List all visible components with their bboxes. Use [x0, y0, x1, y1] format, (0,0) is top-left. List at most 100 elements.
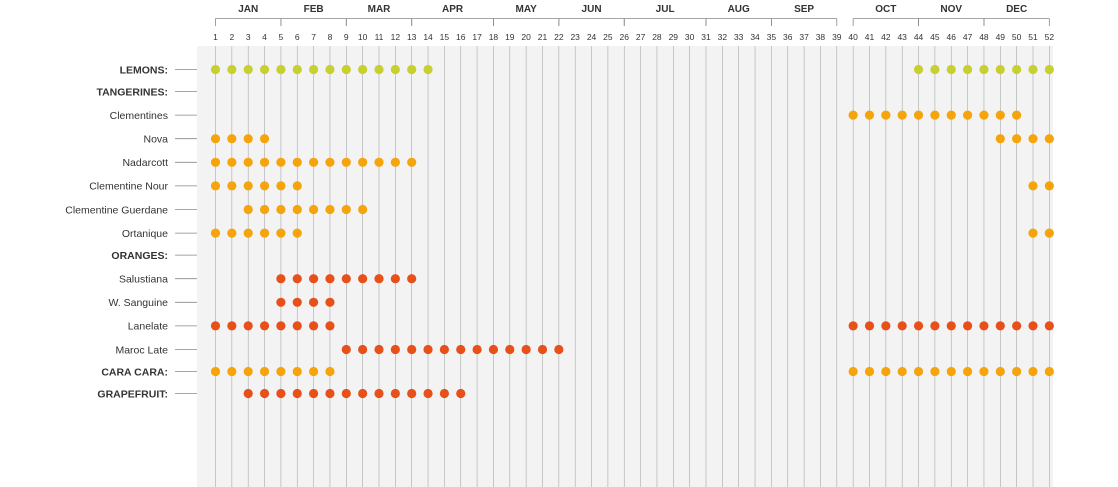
row-clementine-guerdane: Clementine Guerdane	[65, 204, 197, 216]
row-label: TANGERINES:	[96, 86, 168, 98]
week-label-31: 31	[701, 32, 711, 42]
row-label: Clementine Guerdane	[65, 204, 168, 216]
dot-nova-week-2	[227, 134, 237, 144]
dot-grapefruit-week-4	[259, 388, 270, 399]
month-mar: MAR	[345, 4, 413, 26]
dot-lanelate-week-2	[227, 321, 237, 331]
dot-cara-cara-week-46	[946, 366, 956, 377]
dot-lanelate-week-42	[881, 321, 891, 331]
dot-nova-week-49	[995, 134, 1005, 144]
row-tangerines: TANGERINES:	[96, 86, 197, 98]
week-label-36: 36	[783, 32, 793, 42]
dot-cara-cara-week-49	[995, 366, 1005, 377]
dot-clementine-nour-week-2	[227, 181, 237, 191]
dot-nova-week-4	[259, 134, 270, 144]
dot-nadarcott-week-3	[243, 157, 253, 167]
dot-clementines-week-44	[913, 110, 924, 120]
dot-clementine-nour-week-4	[259, 181, 270, 191]
week-label-17: 17	[472, 32, 482, 42]
dot-w-sanguine-week-7	[309, 297, 319, 307]
dot-lanelate-week-52	[1044, 321, 1054, 331]
dot-cara-cara-week-45	[930, 366, 940, 377]
dot-ortanique-week-52	[1044, 228, 1054, 238]
dot-salustiana-week-11	[374, 274, 384, 284]
dot-nova-week-52	[1044, 134, 1054, 144]
dot-lanelate-week-5	[276, 321, 286, 331]
dot-cara-cara-week-51	[1028, 366, 1038, 377]
dot-lemons-week-7	[309, 64, 319, 75]
row-nadarcott: Nadarcott	[122, 157, 197, 169]
week-label-10: 10	[358, 32, 368, 42]
dot-maroc-late-week-13	[407, 344, 417, 355]
dot-lanelate-week-7	[309, 321, 319, 331]
dot-lanelate-week-45	[930, 321, 940, 331]
month-sep: SEP	[771, 4, 838, 26]
dot-lemons-week-10	[358, 64, 368, 75]
row-w-sanguine: W. Sanguine	[108, 297, 197, 309]
dot-clementines-week-41	[864, 110, 875, 120]
dot-lemons-week-48	[979, 64, 989, 75]
week-label-7: 7	[311, 32, 316, 42]
week-label-33: 33	[734, 32, 744, 42]
dot-maroc-late-week-10	[358, 344, 368, 355]
dot-clementine-nour-week-6	[292, 181, 302, 191]
dot-clementines-week-42	[881, 110, 891, 120]
dot-lemons-week-51	[1028, 64, 1038, 75]
week-label-42: 42	[881, 32, 891, 42]
dot-cara-cara-week-4	[259, 366, 270, 377]
dot-lanelate-week-48	[979, 321, 989, 331]
dot-clementine-guerdane-week-8	[325, 204, 335, 215]
dot-lemons-week-3	[243, 64, 253, 75]
week-label-12: 12	[391, 32, 401, 42]
dot-ortanique-week-51	[1028, 228, 1038, 238]
dot-nadarcott-week-13	[407, 157, 417, 167]
dot-lemons-week-47	[963, 64, 973, 75]
week-label-44: 44	[914, 32, 924, 42]
dot-ortanique-week-6	[292, 228, 302, 238]
row-lemons: LEMONS:	[120, 64, 197, 76]
week-label-50: 50	[1012, 32, 1022, 42]
row-labels: LEMONS: TANGERINES: Clementines Nova Nadarco…	[65, 64, 197, 400]
week-label-37: 37	[799, 32, 809, 42]
week-grid-lines	[215, 46, 1050, 487]
dot-cara-cara-week-42	[881, 366, 891, 377]
month-may: MAY	[493, 4, 560, 26]
row-label: GRAPEFRUIT:	[97, 388, 168, 400]
dot-grapefruit-week-7	[309, 388, 319, 399]
week-label-51: 51	[1028, 32, 1038, 42]
dot-clementine-guerdane-week-3	[243, 204, 253, 215]
dot-lanelate-week-8	[325, 321, 335, 331]
row-label: LEMONS:	[120, 64, 168, 76]
dot-cara-cara-week-52	[1044, 366, 1054, 377]
month-apr: APR	[411, 4, 494, 26]
dot-ortanique-week-3	[243, 228, 253, 238]
month-dec: DEC	[983, 4, 1050, 26]
dot-lemons-week-46	[946, 64, 956, 75]
dot-grapefruit-week-13	[407, 388, 417, 399]
week-label-6: 6	[295, 32, 300, 42]
dot-salustiana-week-5	[276, 274, 286, 284]
month-label: MAY	[515, 4, 537, 15]
dot-lemons-week-12	[390, 64, 400, 75]
week-label-3: 3	[246, 32, 251, 42]
dot-cara-cara-week-43	[897, 366, 907, 377]
week-label-2: 2	[229, 32, 234, 42]
dot-maroc-late-week-14	[423, 344, 433, 355]
dot-lemons-week-49	[995, 64, 1005, 75]
row-label: Clementines	[110, 110, 168, 122]
dot-nadarcott-week-10	[358, 157, 368, 167]
week-label-52: 52	[1045, 32, 1055, 42]
dot-grapefruit-week-5	[276, 388, 286, 399]
dot-maroc-late-week-9	[341, 344, 351, 355]
dot-grapefruit-week-12	[390, 388, 400, 399]
week-label-45: 45	[930, 32, 940, 42]
dot-lanelate-week-46	[946, 321, 956, 331]
week-label-29: 29	[669, 32, 679, 42]
dot-maroc-late-week-15	[439, 344, 449, 355]
dot-maroc-late-week-12	[390, 344, 400, 355]
dot-lemons-week-50	[1012, 64, 1022, 75]
week-label-15: 15	[440, 32, 450, 42]
dot-grapefruit-week-8	[325, 388, 335, 399]
dot-lemons-week-13	[407, 64, 417, 75]
row-salustiana: Salustiana	[119, 274, 197, 286]
